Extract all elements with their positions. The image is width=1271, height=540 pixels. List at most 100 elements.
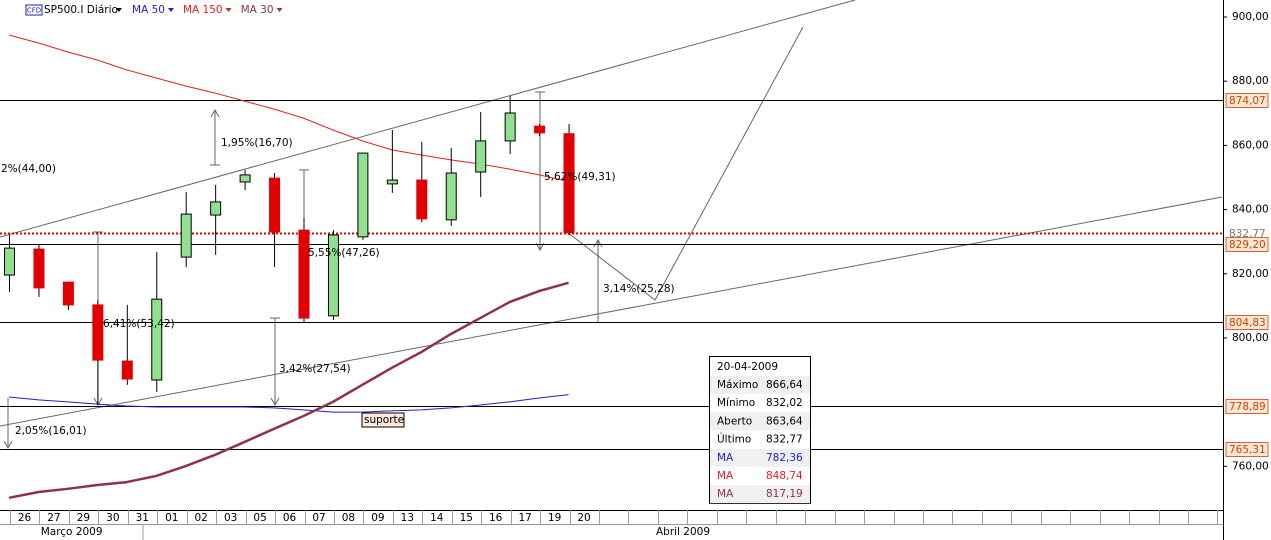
level-label: 765,31 xyxy=(1229,444,1266,456)
y-tick-label: 820,00 xyxy=(1232,268,1269,280)
x-tick-label: 16 xyxy=(489,512,503,524)
info-date: 20-04-2009 xyxy=(717,361,778,373)
level-label-box xyxy=(1225,237,1269,252)
candle-body xyxy=(563,133,575,234)
candle-body xyxy=(180,213,192,258)
x-tick-label: 13 xyxy=(401,512,414,524)
projection-line xyxy=(566,26,804,301)
arrow-head xyxy=(3,440,13,450)
level-label: 804,83 xyxy=(1229,317,1266,329)
y-tick-label: 840,00 xyxy=(1232,204,1269,216)
ma-line xyxy=(8,394,569,413)
annotation: 3,42%(27,54) xyxy=(279,363,351,375)
candle-body xyxy=(210,201,222,216)
y-tick-label: 900,00 xyxy=(1232,11,1269,23)
level-label: 874,07 xyxy=(1229,95,1266,107)
trend-line xyxy=(0,196,1223,427)
x-tick-label: 01 xyxy=(165,512,178,524)
badge-box xyxy=(25,4,43,16)
month-label: Abril 2009 xyxy=(656,526,710,538)
annotation: 2,05%(16,01) xyxy=(15,425,87,437)
title-arrow xyxy=(116,8,122,12)
legend-arrow xyxy=(167,8,174,12)
candle-body xyxy=(92,304,104,361)
legend-arrow xyxy=(225,8,232,12)
x-tick-label: 06 xyxy=(283,512,297,524)
support-box xyxy=(361,412,405,428)
candle-body xyxy=(357,152,369,238)
candle-body xyxy=(475,140,487,173)
info-value: 848,74 xyxy=(766,470,803,482)
annotation: 3,14%(25,28) xyxy=(603,283,675,295)
x-tick-label: 07 xyxy=(312,512,325,524)
info-row-bg xyxy=(710,448,810,467)
info-label: MA xyxy=(717,488,734,500)
level-label: 778,89 xyxy=(1229,401,1266,413)
x-tick-label: 26 xyxy=(18,512,32,524)
x-tick-label: 09 xyxy=(371,512,384,524)
info-value: 832,02 xyxy=(766,397,803,409)
annotation: 5,55%(47,26) xyxy=(308,247,380,259)
candle-body xyxy=(327,234,339,317)
annotation: 2%(44,00) xyxy=(1,163,56,175)
arrow-head xyxy=(270,397,280,407)
x-tick-label: 31 xyxy=(136,512,149,524)
legend-arrow xyxy=(276,8,283,12)
candle-body xyxy=(416,179,428,220)
trend-line xyxy=(0,0,856,238)
y-tick-label: 760,00 xyxy=(1232,460,1269,472)
arrow-head xyxy=(210,108,220,118)
level-label-box xyxy=(1225,315,1269,330)
x-tick-label: 02 xyxy=(195,512,208,524)
x-tick-label: 08 xyxy=(342,512,355,524)
level-label: 829,20 xyxy=(1229,239,1266,251)
arrow-head xyxy=(535,242,545,252)
annotation: 5,62%(49,31) xyxy=(544,171,616,183)
annotation: suporte xyxy=(364,414,404,426)
candle-body xyxy=(445,172,457,221)
x-tick-label: 14 xyxy=(430,512,444,524)
candle-body xyxy=(239,174,251,183)
level-label-box xyxy=(1225,399,1269,414)
level-label-box xyxy=(1225,93,1269,108)
candle-body xyxy=(4,247,15,276)
info-value: 817,19 xyxy=(766,488,803,500)
candle-body xyxy=(504,112,516,142)
legend-entry[interactable]: MA 50 xyxy=(132,4,165,16)
candle-body xyxy=(534,125,546,134)
info-row-bg xyxy=(710,485,810,504)
x-tick-label: 29 xyxy=(77,512,90,524)
info-panel: 20-04-2009 Máximo 866,64 Mínimo 832,02 Abert… xyxy=(709,356,811,504)
legend-entry[interactable]: MA 30 xyxy=(241,4,274,16)
info-label: Último xyxy=(717,433,751,446)
info-label: Máximo xyxy=(717,379,758,391)
x-tick-label: 20 xyxy=(577,512,590,524)
y-tick-label: 800,00 xyxy=(1232,332,1269,344)
info-label: MA xyxy=(717,452,734,464)
x-tick-label: 05 xyxy=(253,512,266,524)
candle-body xyxy=(386,179,398,185)
x-tick-label: 27 xyxy=(47,512,60,524)
info-label: Mínimo xyxy=(717,397,755,409)
x-tick-label: 15 xyxy=(460,512,473,524)
level-label-box xyxy=(1225,442,1269,457)
y-tick-label: 880,00 xyxy=(1232,75,1269,87)
info-value: 866,64 xyxy=(766,379,803,391)
badge: CFD xyxy=(27,7,41,15)
y-tick-label: 860,00 xyxy=(1232,139,1269,151)
candle-body xyxy=(298,229,310,319)
info-value: 863,64 xyxy=(766,415,803,427)
info-value: 782,36 xyxy=(766,452,803,464)
candle-body xyxy=(121,360,133,380)
month-label: Março 2009 xyxy=(41,526,103,538)
candle-body xyxy=(151,298,163,381)
annotation: 6,41%(53,42) xyxy=(103,318,175,330)
info-label: MA xyxy=(717,470,734,482)
legend-entry[interactable]: MA 150 xyxy=(183,4,223,16)
annotation: 1,95%(16,70) xyxy=(221,137,293,149)
x-tick-label: 03 xyxy=(224,512,237,524)
x-tick-label: 30 xyxy=(106,512,119,524)
chart-title[interactable]: SP500.I Diário xyxy=(44,4,118,16)
